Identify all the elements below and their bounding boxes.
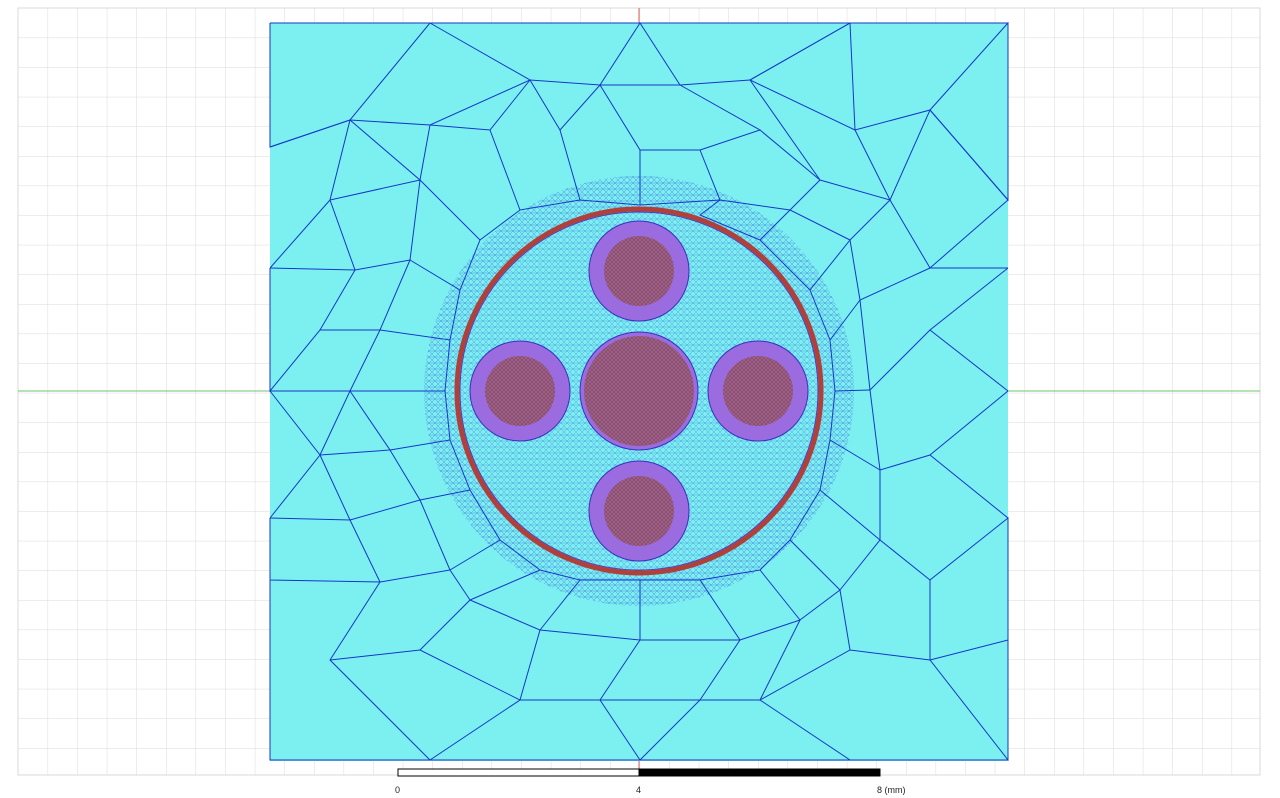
- coarse-mesh: [269, 22, 1010, 761]
- conductor-right: [707, 340, 809, 442]
- conductor-left: [469, 340, 571, 442]
- conductor-center: [579, 331, 699, 451]
- cable-sheath-ring-inner: [459, 211, 819, 571]
- scale-bar-label-8mm: 8 (mm): [877, 785, 906, 795]
- scale-bar-label-0: 0: [395, 785, 401, 795]
- scale-bar-label-4: 4: [636, 785, 642, 795]
- conductor-bottom: [588, 460, 690, 562]
- cable-sheath-ring: [454, 206, 824, 576]
- conductor-top: [588, 220, 690, 322]
